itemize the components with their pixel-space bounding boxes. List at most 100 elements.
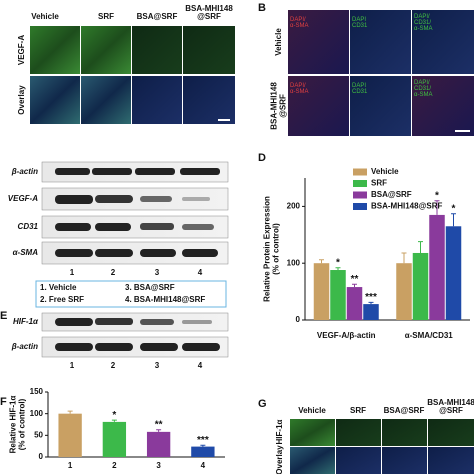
error-bar — [451, 213, 456, 227]
bar — [445, 226, 462, 320]
error-bar — [401, 252, 407, 264]
legend-swatch — [353, 191, 367, 199]
lane-label: 2 — [111, 268, 116, 277]
error-bar — [434, 200, 440, 215]
significance-label: ** — [351, 274, 359, 285]
blot-label: β-actin — [11, 342, 38, 351]
bar — [313, 263, 330, 320]
row-label: Overlay — [17, 85, 26, 115]
x-tick-label: VEGF-A/β-actin — [317, 331, 376, 340]
significance-label: * — [435, 190, 439, 201]
blot-label: VEGF-A — [8, 194, 38, 203]
y-tick-label: 50 — [34, 430, 43, 439]
panel-letter: G — [258, 398, 267, 410]
y-tick-label: 0 — [296, 315, 301, 324]
column-label: BSA-MHI148 @SRF — [427, 398, 474, 415]
column-label: SRF — [98, 12, 114, 21]
lane-label: 3 — [155, 361, 160, 370]
legend-item: 3. BSA@SRF — [125, 283, 175, 292]
error-bar — [418, 241, 423, 253]
panel-a-images — [30, 26, 235, 124]
bar — [58, 413, 82, 457]
bar — [429, 214, 445, 320]
legend-label: BSA-MHI148@SRF — [371, 202, 442, 211]
panel-letter: D — [258, 152, 266, 164]
column-label: BSA-MHI148 @SRF — [185, 4, 233, 21]
lane-label: 3 — [155, 268, 160, 277]
row-label: BSA-MHI148@SRF — [270, 82, 288, 130]
image-label: DAPI/α-SMA — [290, 83, 308, 95]
y-tick-label: 200 — [287, 202, 301, 211]
image-label: DAPI CD31 — [352, 17, 368, 29]
legend-item: 4. BSA-MHI148@SRF — [125, 295, 205, 304]
significance-label: * — [112, 410, 116, 421]
lane-label: 1 — [70, 268, 75, 277]
y-tick-label: 100 — [287, 258, 301, 267]
blot-label: HIF-1α — [13, 317, 39, 326]
error-bar — [200, 444, 206, 447]
error-bar — [67, 410, 73, 414]
legend-swatch — [353, 168, 367, 176]
x-tick-label: α-SMA/CD31 — [405, 331, 454, 340]
image-label: DAPI/α-SMA — [290, 17, 308, 29]
legend-item: 1. Vehicle — [40, 283, 77, 292]
image-label: DAPI CD31 — [352, 83, 368, 95]
image-label: DAPI/CD31/α-SMA — [414, 14, 432, 32]
column-label: BSA@SRF — [137, 12, 178, 21]
row-label: HIF-1α — [275, 419, 284, 444]
panel-letter: E — [0, 310, 7, 322]
legend-swatch — [353, 203, 367, 210]
panel-letter: B — [258, 2, 266, 14]
bar — [191, 446, 215, 457]
legend-label: SRF — [371, 179, 387, 188]
error-bar — [335, 267, 341, 271]
blot-label: CD31 — [18, 222, 39, 231]
error-bar — [352, 283, 357, 288]
bar — [412, 252, 429, 320]
image-label: DAPI/CD31/α-SMA — [414, 80, 432, 98]
panel-b-images — [288, 10, 474, 136]
y-axis-label: Relative HIF-1α(% of control) — [9, 396, 27, 454]
lane-label: 2 — [111, 361, 116, 370]
error-bar — [111, 419, 117, 422]
x-tick-label: 1 — [68, 461, 73, 470]
column-label: BSA@SRF — [384, 406, 425, 415]
error-bar — [156, 429, 162, 432]
column-label: Vehicle — [298, 406, 326, 415]
panel-letter: F — [0, 396, 7, 408]
bar — [146, 431, 171, 457]
lane-label: 4 — [198, 361, 203, 370]
bar — [346, 287, 363, 320]
significance-label: *** — [365, 292, 377, 303]
y-tick-label: 100 — [30, 409, 44, 418]
y-tick-label: 0 — [39, 452, 44, 461]
blots-c — [35, 161, 229, 308]
row-label: Overlay — [275, 445, 284, 474]
bar — [396, 263, 412, 320]
blot-label: β-actin — [11, 167, 38, 176]
significance-label: ** — [155, 419, 163, 430]
x-tick-label: 2 — [112, 461, 117, 470]
blots-e — [41, 312, 229, 358]
error-bar — [319, 259, 324, 264]
legend-item: 2. Free SRF — [40, 295, 84, 304]
significance-label: * — [452, 203, 456, 214]
legend-label: Vehicle — [371, 167, 399, 176]
row-label: VEGF-A — [17, 35, 26, 65]
column-label: Vehicle — [31, 12, 59, 21]
y-tick-label: 150 — [30, 387, 44, 396]
bar — [102, 421, 127, 457]
column-label: SRF — [350, 406, 366, 415]
lane-label: 4 — [198, 268, 203, 277]
bar — [363, 304, 379, 320]
significance-label: * — [336, 257, 340, 268]
panel-g-images — [290, 419, 474, 474]
bar — [330, 270, 346, 320]
legend-swatch — [353, 180, 367, 187]
blot-label: α-SMA — [13, 248, 39, 257]
y-axis-label: Relative Protein Expression(% of control… — [263, 196, 281, 302]
legend-label: BSA@SRF — [371, 190, 412, 199]
row-label: Vehicle — [274, 28, 283, 56]
x-tick-label: 3 — [156, 461, 161, 470]
